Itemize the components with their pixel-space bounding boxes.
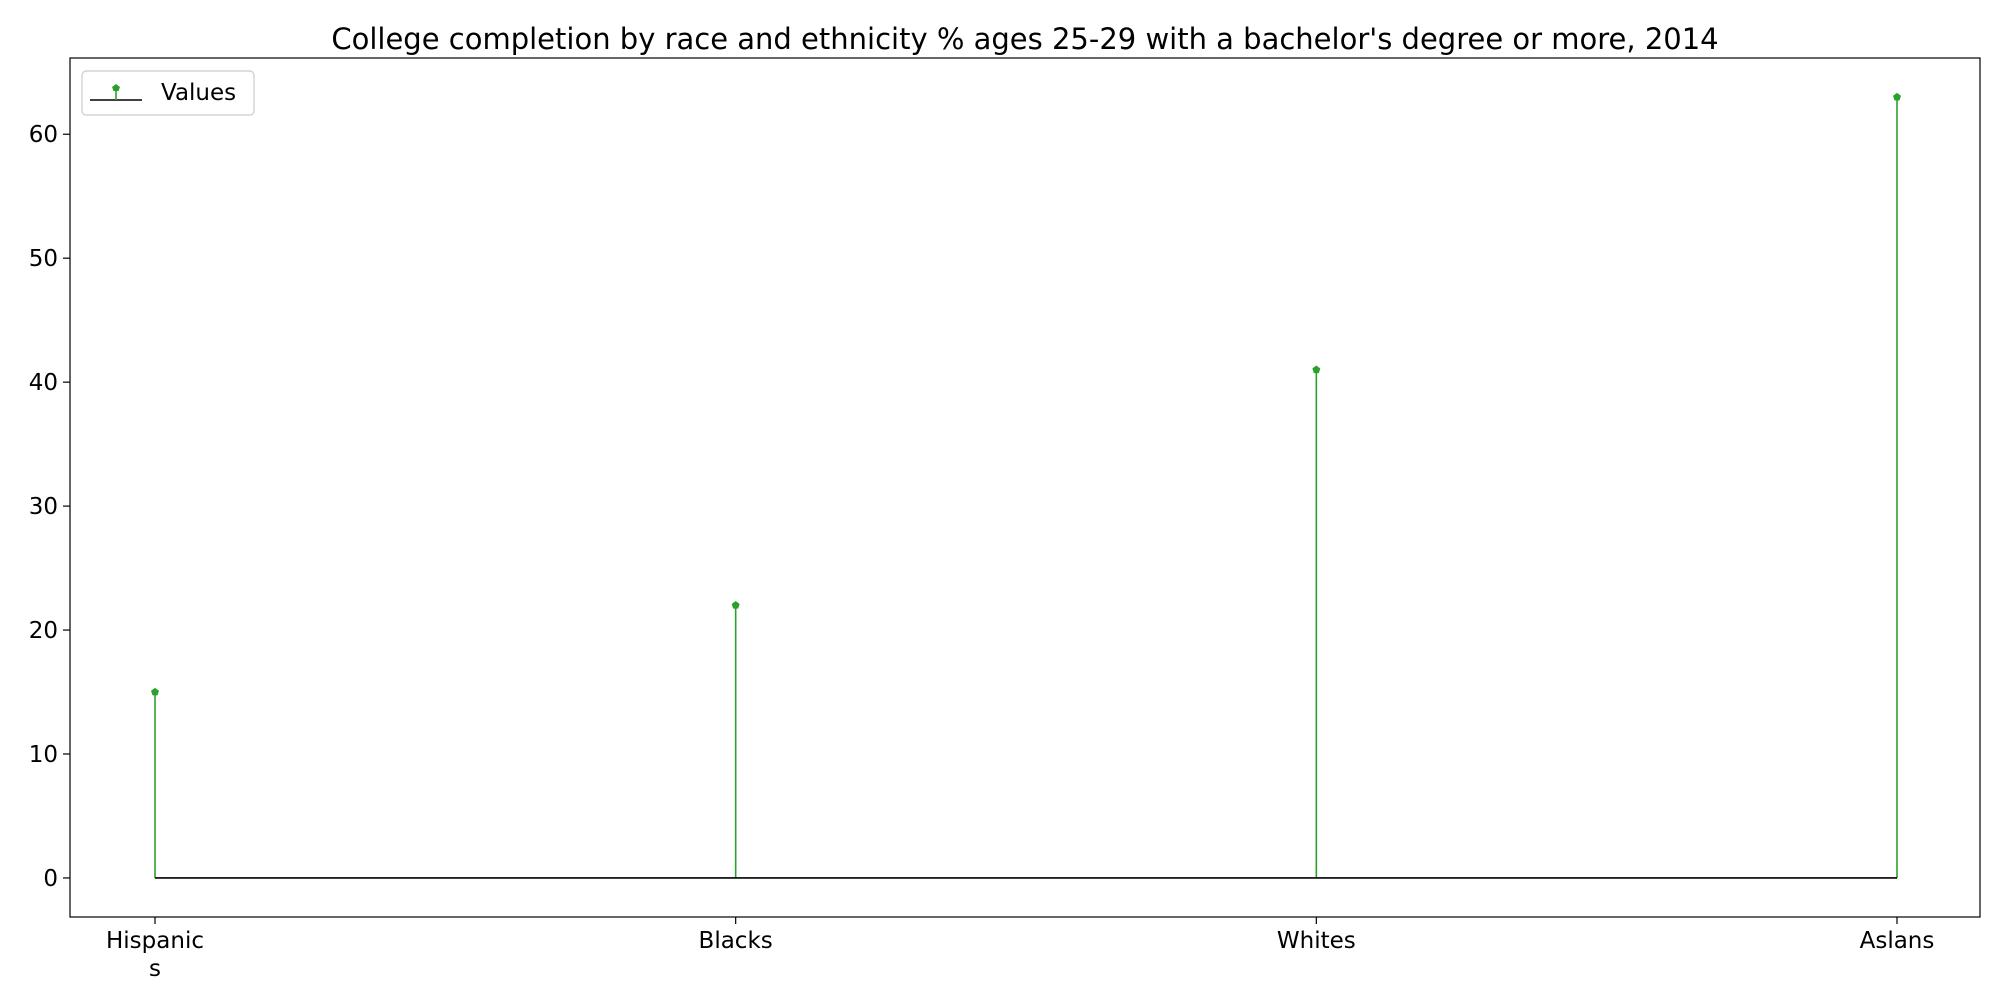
- y-tick-label: 20: [29, 618, 58, 644]
- legend-box: [81, 70, 255, 116]
- stem-marker: [731, 601, 740, 609]
- chart-title: College completion by race and ethnicity…: [331, 22, 1718, 56]
- legend-label: Values: [161, 80, 236, 106]
- x-tick-label: Aslans: [1860, 928, 1935, 954]
- y-tick-label: 30: [29, 494, 58, 520]
- x-axis-ticks: Hispanic s Blacks Whites Aslans: [106, 917, 1934, 982]
- stem-marker: [1312, 365, 1321, 374]
- legend: Values: [81, 70, 255, 116]
- y-tick-label: 60: [29, 122, 58, 148]
- stem-marker: [1893, 92, 1901, 101]
- chart-marks: [151, 92, 1901, 879]
- stem-marker: [151, 687, 159, 696]
- y-tick-label: 0: [43, 866, 58, 892]
- x-tick-label: Whites: [1277, 928, 1356, 954]
- y-tick-label: 50: [29, 246, 58, 272]
- plot-frame: [69, 57, 1981, 918]
- x-tick-label: Hispanic s: [106, 928, 204, 982]
- y-tick-label: 40: [29, 370, 58, 396]
- y-axis-ticks: 0 10 20 30 40 50 60: [29, 122, 70, 892]
- y-tick-label: 10: [29, 742, 58, 768]
- x-tick-label: Blacks: [699, 928, 773, 954]
- legend-marker-swatch: [112, 84, 120, 91]
